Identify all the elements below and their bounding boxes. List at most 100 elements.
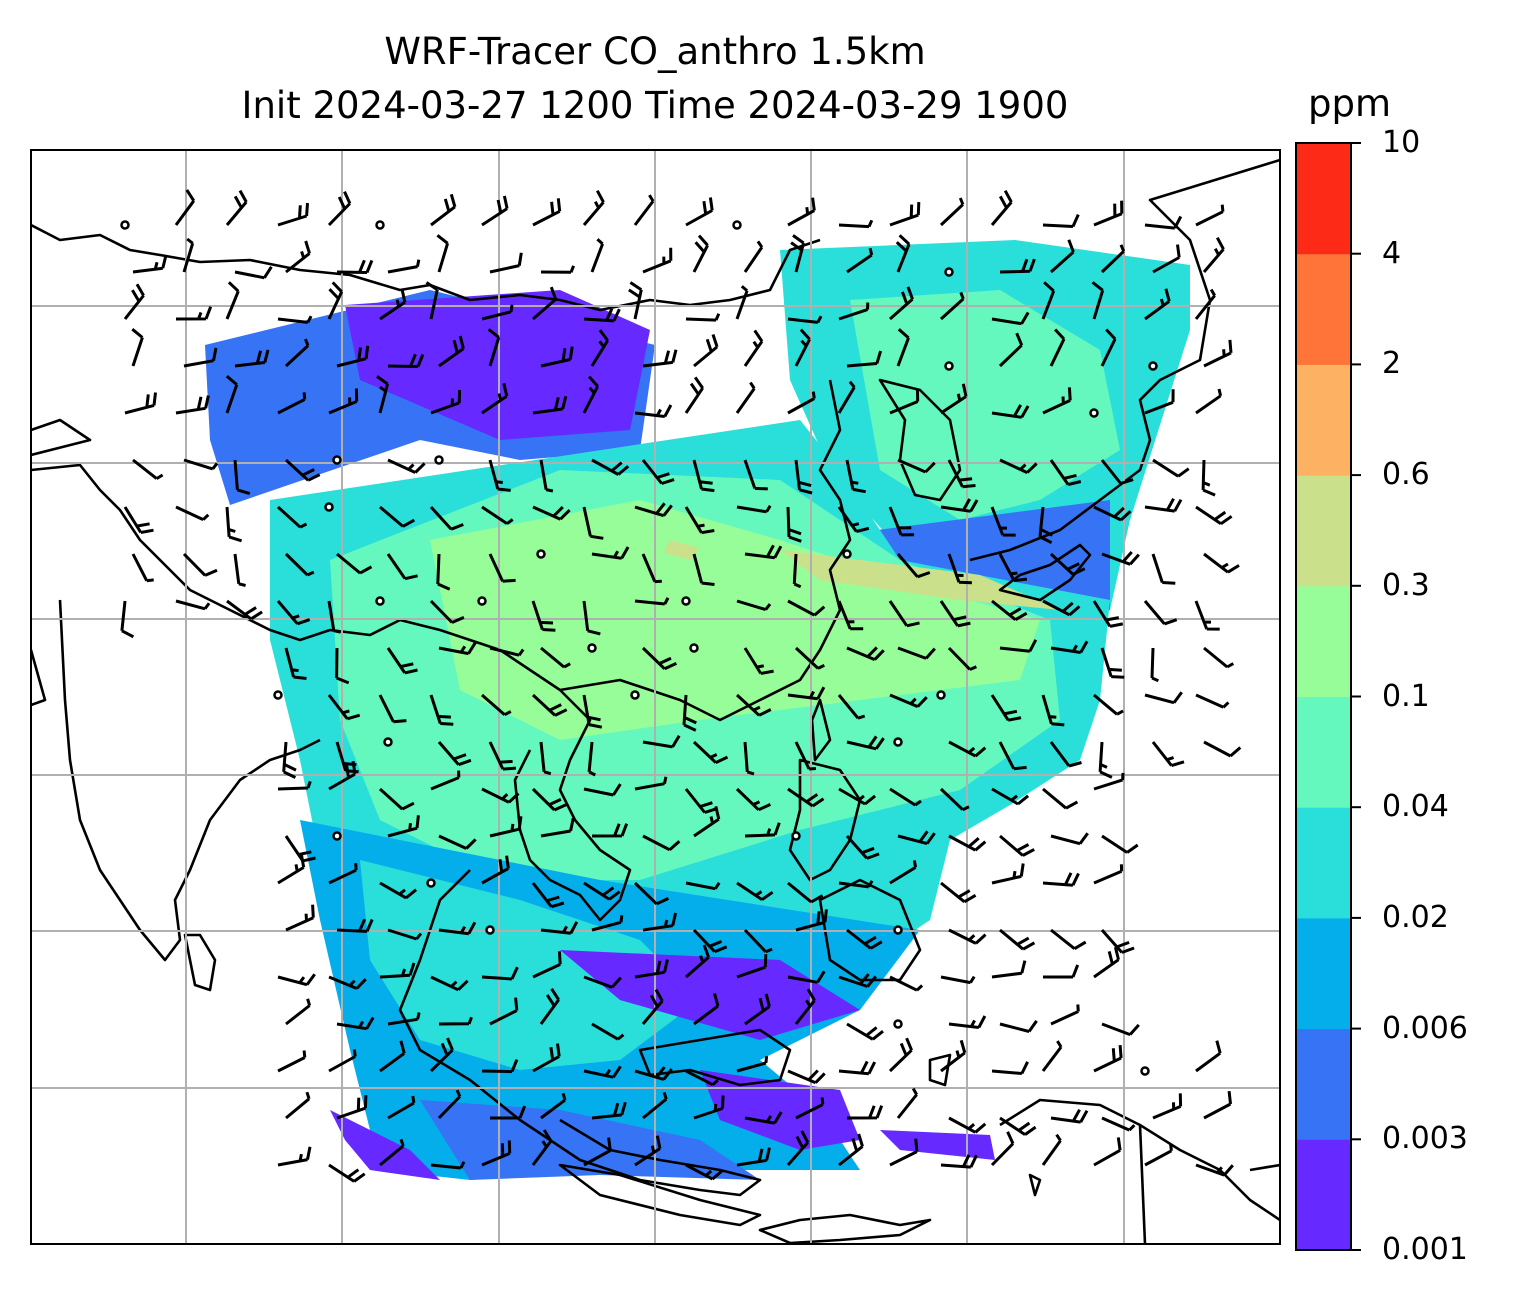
wind-barb bbox=[947, 553, 972, 585]
calm-circle bbox=[893, 925, 903, 935]
wind-barb bbox=[1203, 740, 1242, 758]
wind-barb bbox=[1100, 244, 1126, 274]
wind-barb bbox=[642, 349, 678, 368]
wind-barb bbox=[532, 1043, 561, 1073]
wind-barb bbox=[787, 686, 826, 701]
wind-barb bbox=[481, 195, 509, 227]
wind-barb bbox=[379, 881, 418, 900]
wind-barb bbox=[1152, 1093, 1183, 1120]
wind-barb bbox=[846, 646, 885, 661]
wind-barb bbox=[897, 646, 936, 660]
wind-barb bbox=[641, 646, 678, 671]
wind-barb bbox=[387, 353, 425, 368]
wind-barb bbox=[1194, 600, 1220, 631]
wind-barb bbox=[1049, 552, 1086, 576]
wind-barb bbox=[642, 834, 681, 852]
wind-barb bbox=[532, 395, 568, 415]
wind-barb bbox=[1092, 600, 1124, 628]
wind-barb bbox=[379, 1040, 406, 1073]
wind-barb bbox=[488, 459, 511, 492]
wind-barb bbox=[948, 834, 987, 852]
colorbar-tick-label: 0.6 bbox=[1382, 457, 1430, 493]
colorbar-tick-label: 4 bbox=[1382, 235, 1402, 271]
wind-barb bbox=[999, 834, 1035, 857]
wind-barb bbox=[897, 830, 936, 846]
wind-barb bbox=[1042, 872, 1080, 887]
wind-barb bbox=[998, 741, 1027, 771]
wind-barb bbox=[583, 1065, 622, 1079]
wind-barb bbox=[430, 1161, 466, 1170]
wind-barb bbox=[132, 255, 168, 274]
wind-barb bbox=[285, 998, 312, 1026]
wind-barb bbox=[786, 1130, 810, 1166]
wind-barb bbox=[990, 506, 1016, 537]
wind-barb bbox=[1093, 505, 1132, 522]
wind-barb bbox=[591, 1022, 625, 1041]
wind-barb bbox=[838, 302, 870, 321]
wind-barb bbox=[277, 854, 306, 885]
wind-barb bbox=[182, 552, 218, 577]
wind-barb bbox=[1101, 1022, 1140, 1037]
wind-barb bbox=[1041, 1133, 1062, 1166]
wind-barb bbox=[991, 1061, 1029, 1075]
wind-barb bbox=[838, 973, 877, 988]
wind-barb bbox=[896, 553, 931, 579]
wind-barb bbox=[1050, 239, 1075, 274]
wind-barb bbox=[327, 600, 341, 634]
wind-barb bbox=[736, 1055, 769, 1073]
wind-barb bbox=[531, 882, 565, 909]
calm-circle bbox=[791, 831, 801, 841]
map-frame bbox=[30, 149, 1281, 1245]
wind-barb bbox=[225, 506, 243, 543]
wind-barb bbox=[481, 1140, 512, 1167]
calm-circle bbox=[893, 737, 903, 747]
wind-barb bbox=[1041, 1040, 1063, 1072]
wind-barb bbox=[1050, 640, 1089, 654]
wind-barb bbox=[642, 912, 678, 932]
wind-barb bbox=[1093, 693, 1124, 716]
calm-circle bbox=[434, 455, 444, 465]
calm-circle bbox=[630, 690, 640, 700]
wind-barb bbox=[693, 334, 719, 368]
wind-barb bbox=[794, 459, 813, 495]
calm-circle bbox=[383, 737, 393, 747]
wind-barb bbox=[837, 694, 866, 720]
wind-barb bbox=[386, 647, 418, 675]
wind-barb bbox=[489, 252, 523, 274]
wind-barb bbox=[540, 921, 579, 935]
wind-barb bbox=[1100, 459, 1134, 485]
colorbar-segment bbox=[1296, 253, 1351, 365]
wind-barb bbox=[438, 1016, 473, 1026]
wind-barb bbox=[940, 881, 977, 904]
wind-barb bbox=[693, 806, 721, 838]
wind-barb bbox=[940, 1154, 978, 1169]
wind-barb bbox=[735, 381, 756, 414]
wind-barb bbox=[838, 880, 874, 889]
wind-barb bbox=[582, 375, 600, 414]
wind-barb bbox=[1101, 1116, 1136, 1132]
wind-barb bbox=[837, 380, 856, 414]
map-title-line-1: WRF-Tracer CO_anthro 1.5km bbox=[384, 30, 926, 73]
wind-barb bbox=[591, 823, 629, 838]
wind-barb bbox=[692, 234, 709, 273]
wind-barb bbox=[939, 197, 965, 227]
wind-barb bbox=[897, 458, 936, 474]
wind-barb bbox=[888, 1037, 913, 1073]
wind-barb bbox=[1042, 787, 1079, 810]
wind-barb bbox=[794, 646, 825, 670]
wind-barb bbox=[889, 975, 924, 992]
wind-barb bbox=[692, 459, 715, 493]
wind-barb bbox=[336, 552, 373, 575]
wind-barb bbox=[225, 189, 248, 226]
wind-barb bbox=[1101, 551, 1140, 566]
wind-barb bbox=[328, 975, 367, 990]
wind-barb bbox=[940, 498, 979, 513]
wind-barb bbox=[1050, 1004, 1080, 1026]
wind-barb bbox=[641, 988, 664, 1025]
map-plot-area bbox=[31, 150, 1280, 1244]
wind-barb bbox=[481, 304, 514, 321]
wind-barb bbox=[948, 928, 987, 945]
wind-barb bbox=[889, 388, 920, 415]
calm-circle bbox=[1148, 361, 1158, 371]
wind-barb bbox=[284, 458, 321, 482]
